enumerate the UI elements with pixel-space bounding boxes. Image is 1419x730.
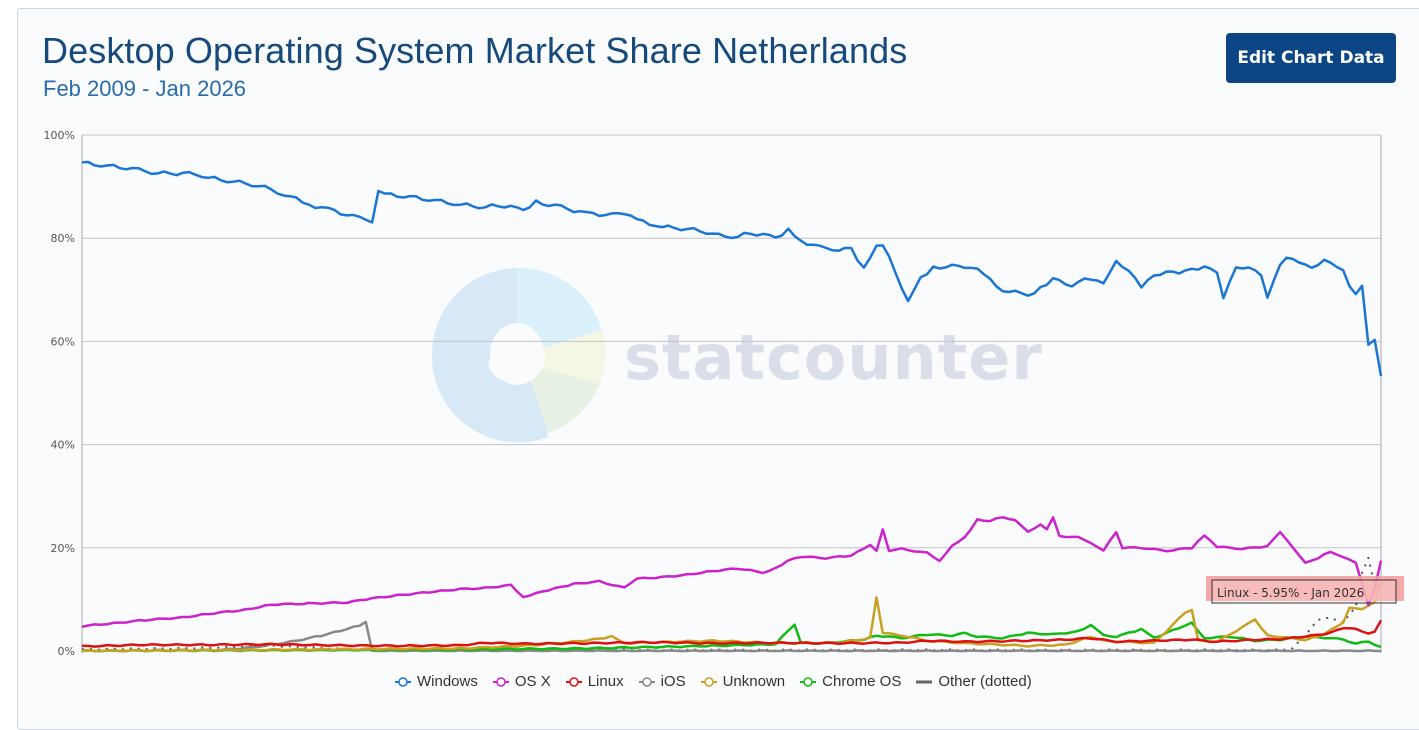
tooltip-text: Linux - 5.95% - Jan 2026 [1217, 586, 1364, 600]
series-line-os-x[interactable] [81, 516, 1383, 629]
legend-circle-marker-icon [395, 676, 411, 687]
edit-chart-data-button[interactable]: Edit Chart Data [1226, 33, 1396, 83]
legend-label: Unknown [722, 673, 786, 690]
chart-series [81, 160, 1383, 653]
chart-legend: Windows OS X Linux iOS Unknown Chrome OS Other… [394, 673, 1046, 690]
series-line-unknown[interactable] [81, 580, 1383, 653]
page-title: Desktop Operating System Market Share Ne… [42, 30, 908, 71]
legend-label: iOS [660, 673, 686, 690]
legend-circle-marker-icon [638, 676, 655, 687]
statcounter-watermark: statcounter [431, 267, 1043, 443]
series-line-ios[interactable] [81, 620, 1382, 653]
watermark-text: statcounter [624, 321, 1043, 394]
legend-item-other-dotted[interactable]: Other (dotted) [915, 673, 1032, 690]
series-line-windows[interactable] [81, 160, 1383, 377]
legend-circle-marker-icon [492, 676, 509, 687]
legend-item-ios[interactable]: iOS [638, 673, 686, 690]
y-axis-tick-label: 60% [51, 335, 75, 348]
y-axis-tick-label: 100% [44, 129, 75, 142]
series-line-chrome-os[interactable] [81, 621, 1382, 653]
legend-label: Linux [587, 673, 624, 690]
legend-label: Other (dotted) [938, 673, 1032, 690]
y-axis-tick-label: 40% [51, 439, 75, 452]
legend-label: Chrome OS [822, 673, 902, 690]
legend-label: Windows [417, 673, 478, 690]
legend-circle-marker-icon [700, 676, 717, 687]
legend-line-icon [916, 680, 933, 683]
legend-circle-marker-icon [565, 676, 582, 687]
date-range-subtitle: Feb 2009 - Jan 2026 [43, 76, 247, 101]
legend-item-os-x[interactable]: OS X [492, 673, 551, 690]
legend-label: OS X [514, 673, 551, 690]
legend-item-windows[interactable]: Windows [394, 673, 478, 690]
chart-tooltip: Linux - 5.95% - Jan 2026 [1206, 576, 1404, 604]
y-axis-tick-label: 0% [58, 645, 75, 658]
series-line-linux[interactable] [82, 619, 1383, 648]
legend-item-linux[interactable]: Linux [565, 673, 624, 690]
y-axis-tick-label: 20% [51, 542, 75, 555]
legend-item-chrome-os[interactable]: Chrome OS [799, 673, 901, 690]
legend-circle-marker-icon [800, 676, 817, 687]
line-chart[interactable]: statcounter 0% 20% 40% 60% 80% 100% Linux - 5… [0, 0, 1419, 713]
chart-grid: 0% 20% 40% 60% 80% 100% [44, 129, 1382, 658]
legend-item-unknown[interactable]: Unknown [700, 673, 786, 690]
y-axis-tick-label: 80% [51, 232, 75, 245]
